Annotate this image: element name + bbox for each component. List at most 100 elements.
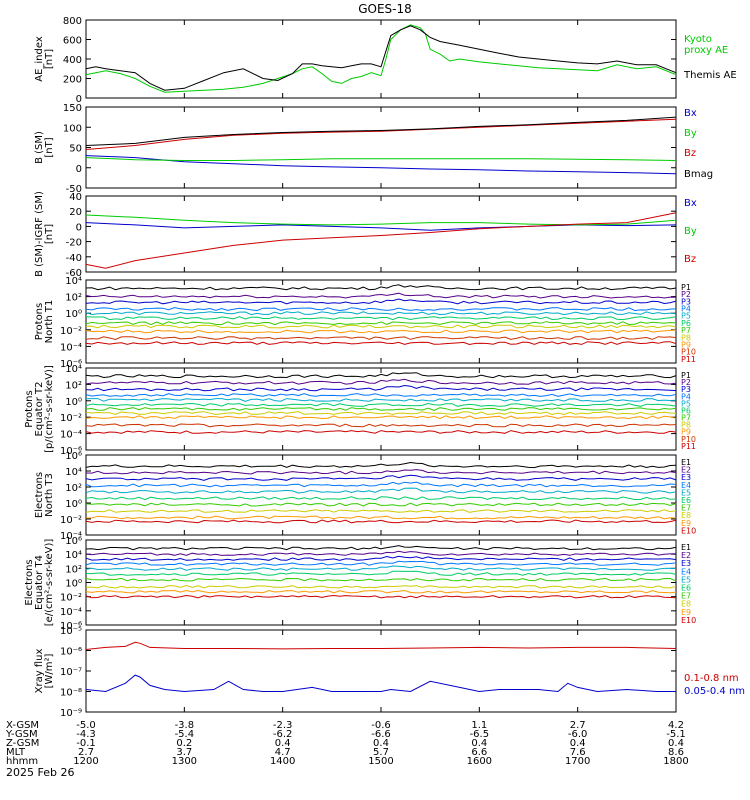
series-line-P10: [85, 423, 677, 428]
axis-row-value: -6.2: [273, 729, 293, 740]
ytick-label: -50: [66, 184, 82, 195]
legend-label: E6: [681, 584, 691, 593]
series-line-P3: [85, 298, 677, 305]
series-line-E9: [86, 515, 677, 520]
series-line-P10: [85, 336, 677, 341]
series-line-P9: [85, 329, 677, 334]
legend-label: P5: [681, 312, 691, 321]
legend-label: E9: [681, 519, 691, 528]
axis-row-value: -4.3: [76, 729, 96, 740]
ytick-label: 10⁴: [65, 364, 82, 375]
ytick-label: 10⁻⁴: [60, 342, 82, 353]
axis-row-value: 7.6: [570, 747, 586, 758]
series-line-Themis-AE: [85, 25, 677, 91]
legend-label: E5: [681, 575, 691, 584]
panel-db: -60 -40 -20 0 20 40 B (SM)-IGRF (SM)[nT] Bx By Bz: [34, 191, 697, 279]
legend-label: P1: [681, 371, 691, 380]
ylabel-line: B (SM): [34, 131, 45, 164]
legend-label: P7: [681, 326, 691, 335]
ytick-label: 10⁶: [65, 451, 82, 462]
axis-row-value: 1700: [565, 756, 590, 767]
ytick-label: 400: [63, 55, 82, 66]
ytick-label: 10⁻⁶: [60, 446, 82, 457]
series-line-P11: [85, 430, 677, 434]
series-line-P6: [85, 316, 677, 321]
ytick-label: 0: [76, 222, 82, 233]
legend-label: P7: [681, 414, 691, 423]
legend-label: By: [684, 128, 697, 139]
legend-label: E7: [681, 504, 691, 513]
series-line-P6: [85, 402, 677, 407]
legend-label: E8: [681, 511, 691, 520]
legend-label: P6: [681, 319, 691, 328]
axis-row-value: 1500: [368, 756, 393, 767]
legend-label: P1: [681, 283, 691, 292]
ytick-label: 10⁴: [65, 550, 82, 561]
axis-row-value: 4.7: [275, 747, 291, 758]
ytick-label: 10²: [65, 380, 82, 391]
ylabel: AE_index[nT]: [34, 36, 55, 82]
legend-label: E2: [681, 466, 691, 475]
series-line-Bz: [85, 212, 677, 269]
series-line-E6: [85, 570, 677, 576]
panel-frame: [85, 454, 677, 536]
legend-label: E1: [681, 543, 691, 552]
date-label: 2025 Feb 26: [6, 766, 74, 779]
axis-row-value: 0.4: [373, 738, 389, 749]
ylabel: ElectronsNorth T3: [34, 472, 55, 518]
axis-row-value: 1800: [663, 756, 688, 767]
series-line-P2: [85, 378, 677, 385]
ytick-label: 10⁰: [65, 579, 82, 590]
series-line-P7: [85, 321, 677, 326]
series-line-E5: [85, 487, 677, 494]
axis-row-label: hhmm: [6, 756, 38, 767]
ytick-label: -40: [66, 253, 82, 264]
ytick-label: 10⁶: [65, 536, 82, 547]
legend-label: P2: [681, 378, 691, 387]
axis-row-value: 2.7: [570, 720, 586, 731]
legend-label: E10: [681, 616, 696, 625]
legend-label: 0.05-0.4 nm: [684, 686, 745, 697]
ylabel-line: Protons: [34, 303, 45, 340]
axis-row-value: -0.6: [371, 720, 391, 731]
axis-row-value: 5.7: [373, 747, 389, 758]
ytick-label: 10⁴: [65, 467, 82, 478]
panel-frame: [85, 539, 677, 626]
ytick-label: 10⁻⁶: [60, 359, 82, 370]
legend-label: 0.1-0.8 nm: [684, 673, 739, 684]
bottom-axis: X-GSM -5.0 -3.8 -2.3 -0.6 1.1 2.7 4.2Y-GSM -4.3-…: [5, 720, 689, 767]
panel-frame: [85, 19, 677, 99]
ylabel-line: Electrons: [34, 472, 45, 518]
series-line-E3: [85, 474, 677, 481]
legend-label: P4: [681, 305, 691, 314]
legend-label: P5: [681, 399, 691, 408]
ytick-label: 50: [69, 144, 82, 155]
ylabel-line: [p/(cm²-s-sr-keV)]: [44, 365, 55, 453]
axis-row-value: 2.7: [78, 747, 94, 758]
legend-label: E5: [681, 488, 691, 497]
ylabel-line: Xray flux: [34, 649, 45, 694]
panel-frame: [85, 195, 677, 273]
ytick-label: 10⁻²: [60, 515, 82, 526]
series-line-E9: [85, 589, 677, 594]
series-line-E10: [85, 594, 677, 599]
axis-row-value: 0.4: [668, 738, 684, 749]
axis-row-value: 1600: [467, 756, 492, 767]
series-line-E7: [85, 577, 677, 582]
series-line-P5: [85, 398, 677, 402]
legend-label: Bx: [684, 108, 697, 119]
ytick-label: 600: [63, 36, 82, 47]
series-line-P9: [85, 415, 677, 420]
axis-row-value: 8.6: [668, 747, 684, 758]
ylabel-line: [W/m²]: [44, 653, 55, 688]
axis-row-value: -6.0: [568, 729, 588, 740]
ylabel-line: Equator T4: [34, 555, 45, 610]
series-line-E3: [85, 555, 677, 561]
ytick-label: -20: [66, 238, 82, 249]
series-line-E7: [85, 502, 677, 507]
legend-label: P8: [681, 421, 691, 430]
legend-label: proxy AE: [684, 45, 728, 56]
ylabel-line: B (SM)-IGRF (SM): [34, 191, 45, 277]
ytick-label: 10⁻⁴: [60, 531, 82, 542]
